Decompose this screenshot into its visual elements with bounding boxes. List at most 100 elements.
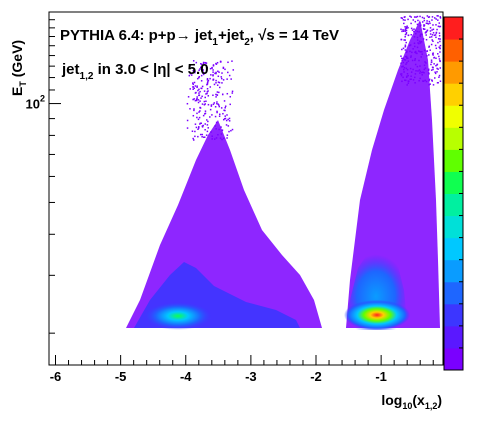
- density-speckle: [432, 54, 434, 56]
- density-speckle: [413, 36, 416, 38]
- density-speckle: [438, 55, 440, 58]
- density-speckle: [215, 93, 217, 96]
- density-speckle: [202, 72, 204, 74]
- density-speckle: [205, 62, 208, 64]
- density-speckle: [415, 16, 417, 18]
- density-speckle: [192, 83, 194, 86]
- density-speckle: [435, 18, 437, 20]
- density-speckle: [409, 44, 411, 47]
- density-speckle: [435, 32, 438, 34]
- density-speckle: [209, 86, 212, 88]
- density-speckle: [232, 69, 235, 71]
- density-speckle: [419, 51, 422, 53]
- density-speckle: [425, 80, 428, 83]
- density-speckle: [439, 25, 442, 28]
- density-speckle: [401, 57, 403, 60]
- density-speckle: [421, 71, 423, 74]
- density-speckle: [421, 50, 423, 53]
- density-speckle: [430, 63, 432, 66]
- eta-cut-label: jet1,2 in 3.0 < |η| < 5.0: [61, 61, 209, 82]
- density-speckle: [414, 58, 417, 60]
- density-speckle: [407, 18, 409, 21]
- density-speckle: [436, 64, 438, 66]
- density-speckle: [404, 44, 407, 46]
- density-speckle: [407, 34, 410, 36]
- density-speckle: [423, 64, 426, 67]
- density-speckle: [194, 70, 196, 73]
- density-speckle: [201, 133, 204, 136]
- density-speckle: [402, 61, 405, 64]
- density-speckle: [439, 38, 441, 40]
- density-speckle: [195, 99, 198, 102]
- density-speckle: [198, 92, 200, 94]
- density-speckle: [410, 71, 413, 73]
- density-speckle: [209, 108, 212, 111]
- density-speckle: [400, 28, 402, 31]
- density-speckle: [404, 36, 406, 38]
- density-speckle: [426, 15, 429, 17]
- density-speckle: [433, 56, 436, 59]
- density-speckle: [226, 78, 228, 80]
- density-speckle: [231, 128, 234, 131]
- density-speckle: [196, 86, 198, 89]
- density-speckle: [217, 103, 219, 105]
- density-speckle: [211, 114, 213, 116]
- density-speckle: [418, 40, 421, 43]
- density-speckle: [425, 38, 428, 41]
- density-speckle: [413, 16, 416, 18]
- density-speckle: [402, 76, 404, 79]
- density-speckle: [206, 130, 209, 133]
- density-speckle: [197, 89, 199, 92]
- density-speckle: [430, 36, 433, 38]
- density-speckle: [218, 104, 220, 106]
- density-speckle: [201, 103, 204, 105]
- density-speckle: [201, 95, 203, 98]
- density-speckle: [419, 15, 421, 18]
- density-speckle: [406, 84, 408, 86]
- density-speckle: [196, 116, 198, 119]
- density-speckle: [212, 71, 214, 73]
- color-scale-swatch: [444, 215, 463, 239]
- density-speckle: [419, 34, 422, 37]
- density-speckle: [404, 33, 407, 36]
- density-region-low-x-peak: [144, 302, 212, 330]
- density-speckle: [200, 74, 203, 77]
- density-speckle: [420, 56, 422, 58]
- density-speckle: [404, 29, 406, 31]
- density-speckle: [219, 137, 222, 139]
- density-speckle: [217, 81, 220, 83]
- density-speckle: [425, 34, 427, 36]
- density-speckle: [203, 136, 206, 138]
- density-speckle: [433, 17, 436, 19]
- density-speckle: [202, 71, 204, 74]
- density-speckle: [435, 24, 437, 26]
- density-speckle: [218, 91, 220, 94]
- density-speckle: [416, 52, 418, 55]
- density-speckle: [219, 61, 222, 63]
- density-speckle: [404, 55, 407, 58]
- density-speckle: [401, 66, 403, 68]
- density-speckle: [189, 108, 191, 110]
- density-speckle: [224, 117, 227, 120]
- density-speckle: [192, 82, 194, 84]
- density-speckle: [186, 119, 189, 122]
- density-speckle: [412, 48, 414, 50]
- cut-tail: in 3.0 < |η| < 5.0: [93, 61, 208, 78]
- density-speckle: [438, 74, 441, 77]
- density-speckle: [419, 70, 422, 73]
- density-speckle: [223, 100, 226, 102]
- density-speckle: [417, 19, 419, 22]
- density-speckle: [189, 72, 192, 75]
- density-speckle: [195, 91, 197, 94]
- density-speckle: [195, 61, 198, 64]
- density-speckle: [414, 76, 416, 79]
- x-tick-label: -6: [50, 369, 62, 384]
- density-speckle: [206, 91, 209, 93]
- density-speckle: [214, 125, 216, 127]
- density-speckle: [225, 124, 228, 126]
- density-speckle: [415, 52, 417, 54]
- density-speckle: [224, 115, 226, 117]
- density-speckle: [200, 87, 203, 90]
- density-speckle: [414, 45, 416, 48]
